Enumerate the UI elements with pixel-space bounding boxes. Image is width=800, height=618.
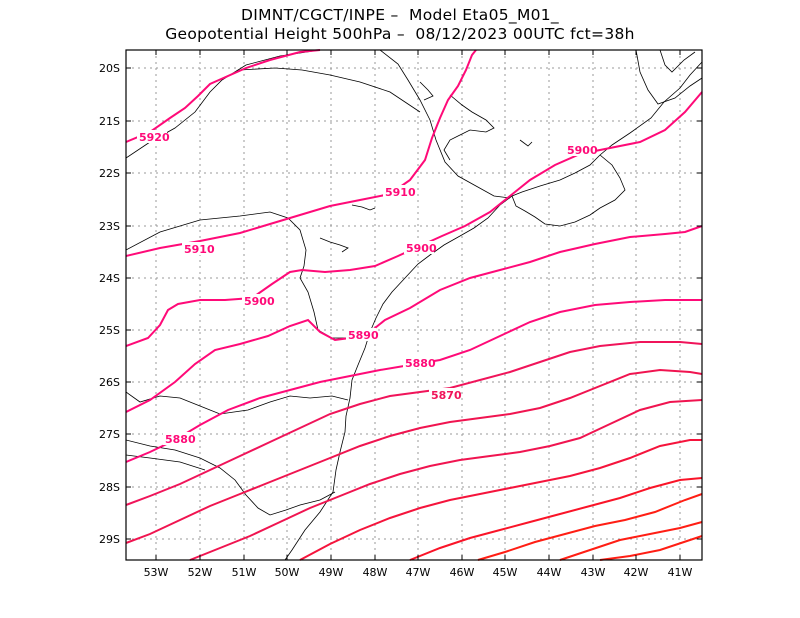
x-tick-label: 41W (668, 566, 693, 579)
contour-label: 5920 (139, 131, 170, 144)
grid-lines (126, 50, 702, 560)
x-tick-label: 45W (493, 566, 518, 579)
contour-label: 5900 (244, 295, 275, 308)
y-tick-label: 25S (99, 324, 120, 337)
map-title-line1: DIMNT/CGCT/INPE – Model Eta05_M01_ (240, 6, 559, 24)
y-tick-label: 23S (99, 220, 120, 233)
contour-5920-a (125, 49, 321, 143)
y-tick-label: 29S (99, 533, 120, 546)
contour-5810 (559, 521, 703, 561)
y-tick-label: 26S (99, 376, 120, 389)
contour-label: 5870 (431, 389, 462, 402)
y-tick-label: 22S (99, 167, 120, 180)
contour-5860 (125, 368, 703, 544)
x-axis-ticks (155, 50, 681, 560)
x-tick-label: 49W (319, 566, 344, 579)
x-tick-label: 46W (450, 566, 475, 579)
contour-label: 5910 (385, 186, 416, 199)
contour-label: 5880 (165, 433, 196, 446)
contour-5800 (599, 535, 703, 561)
y-axis-ticks (126, 67, 702, 540)
x-tick-label: 42W (624, 566, 649, 579)
y-tick-label: 20S (99, 62, 120, 75)
contour-label: 5900 (406, 242, 437, 255)
x-tick-label: 48W (363, 566, 388, 579)
x-tick-label: 53W (144, 566, 169, 579)
map-frame (125, 49, 703, 561)
map-title-line2: Geopotential Height 500hPa – 08/12/2023 … (165, 25, 635, 43)
y-tick-label: 28S (99, 481, 120, 494)
contour-5830 (409, 477, 703, 561)
contour-label: 5900 (567, 144, 598, 157)
contour-5880 (125, 299, 702, 463)
contour-label: 5880 (405, 357, 436, 370)
contour-5850 (189, 399, 703, 561)
x-tick-labels: 53W 52W 51W 50W 49W 48W 47W 46W 45W 44W … (144, 566, 693, 579)
x-tick-label: 50W (275, 566, 300, 579)
contour-5840 (299, 439, 702, 561)
x-tick-label: 47W (406, 566, 431, 579)
contour-labels: 5920 5910 5910 5900 5900 5900 5890 5880 … (137, 130, 598, 446)
contour-5910-a (125, 49, 477, 257)
x-tick-label: 43W (581, 566, 606, 579)
y-tick-label: 24S (99, 272, 120, 285)
contour-label: 5910 (184, 243, 215, 256)
height-contours (125, 49, 703, 561)
contour-5820 (477, 493, 703, 561)
x-tick-label: 44W (537, 566, 562, 579)
y-tick-labels: 20S 21S 22S 23S 24S 25S 26S 27S 28S 29S (99, 62, 120, 546)
y-tick-label: 27S (99, 428, 120, 441)
contour-label: 5890 (348, 329, 379, 342)
contour-5870 (125, 341, 703, 506)
x-tick-label: 52W (188, 566, 213, 579)
y-tick-label: 21S (99, 115, 120, 128)
x-tick-label: 51W (232, 566, 257, 579)
